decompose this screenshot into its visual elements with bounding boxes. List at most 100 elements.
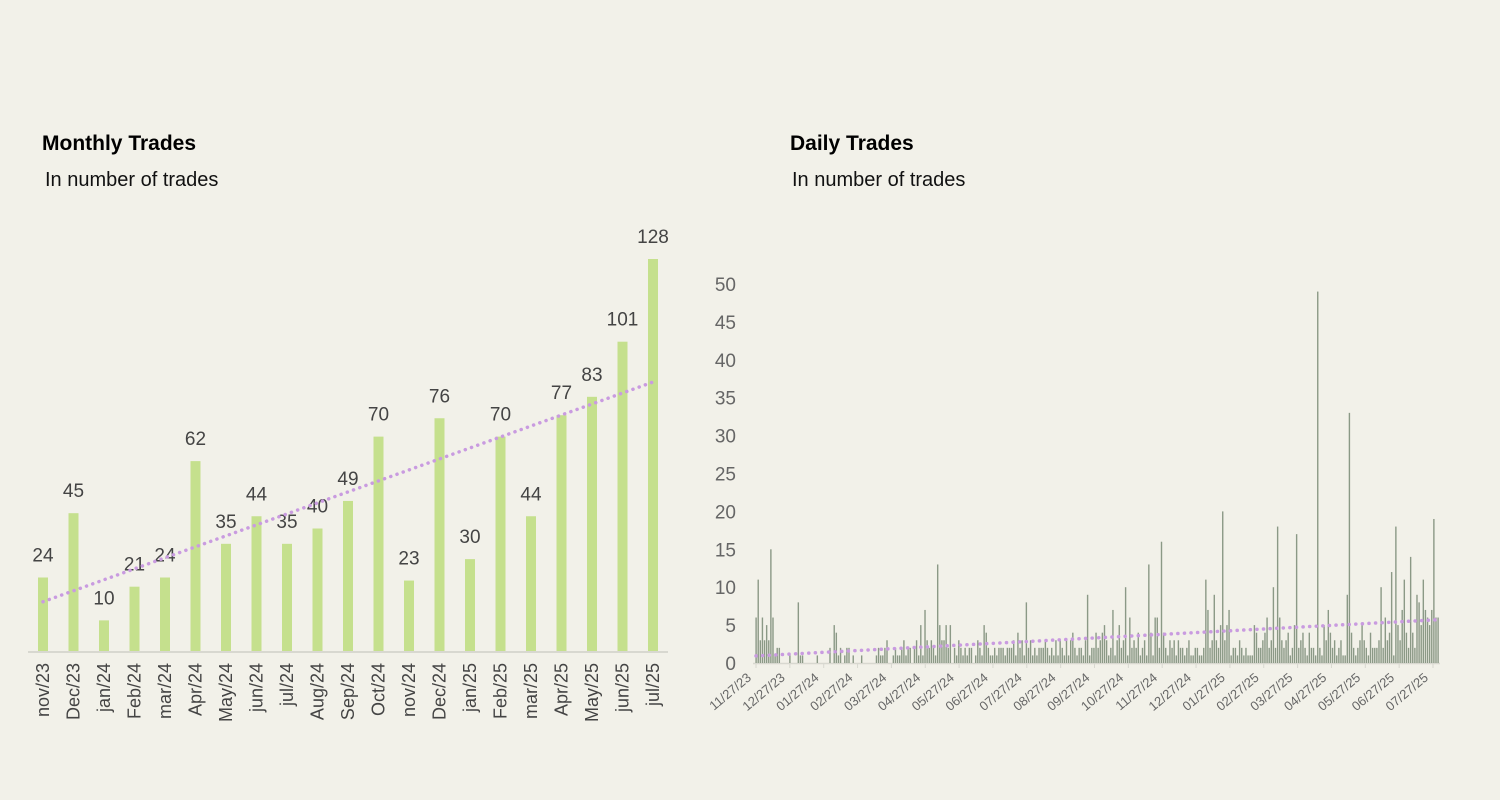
daily-bar: [1300, 640, 1302, 663]
monthly-chart-subtitle: In number of trades: [45, 169, 219, 191]
daily-bar: [1264, 632, 1266, 663]
daily-bar: [901, 647, 903, 663]
daily-bar: [1226, 625, 1228, 663]
daily-bar: [934, 655, 937, 663]
monthly-category-label: jan/25: [460, 663, 480, 713]
daily-bar: [907, 647, 909, 663]
daily-bar: [835, 632, 838, 663]
monthly-category-label: Apr/24: [186, 663, 206, 716]
daily-bar: [953, 647, 956, 663]
daily-bar: [1395, 526, 1397, 663]
daily-bar: [1407, 647, 1410, 663]
daily-bar: [1175, 655, 1177, 663]
daily-bar: [1093, 647, 1095, 663]
daily-bar: [1317, 291, 1319, 663]
daily-y-tick-label: 50: [715, 275, 736, 296]
daily-bar: [1055, 640, 1057, 663]
monthly-bar: [251, 516, 262, 651]
daily-bar: [1295, 534, 1298, 663]
daily-bar: [1143, 640, 1146, 663]
monthly-value-label: 49: [337, 469, 358, 490]
daily-bar: [1222, 511, 1224, 663]
monthly-bar: [648, 259, 658, 651]
daily-bar: [905, 655, 907, 663]
daily-bar: [1359, 640, 1361, 663]
monthly-category-label: Apr/25: [552, 663, 572, 716]
daily-bar: [789, 655, 791, 663]
daily-bar: [1382, 647, 1384, 663]
daily-bar: [1266, 617, 1268, 663]
daily-bar: [1108, 655, 1110, 663]
monthly-category-label: nov/24: [399, 663, 419, 717]
daily-bar: [1061, 647, 1063, 663]
monthly-bar: [465, 559, 475, 651]
daily-bar: [987, 647, 990, 663]
daily-bar: [1371, 647, 1374, 663]
daily-bar: [1067, 655, 1070, 663]
daily-bar: [1186, 647, 1188, 663]
monthly-category-label: Dec/23: [64, 663, 84, 720]
daily-bar: [1051, 647, 1053, 663]
daily-bar: [1255, 632, 1258, 663]
daily-bar: [1154, 617, 1156, 663]
daily-bar: [1234, 647, 1237, 663]
daily-bar: [1179, 647, 1182, 663]
daily-y-tick-label: 45: [715, 313, 736, 334]
daily-bar: [1040, 647, 1042, 663]
daily-bar: [1074, 647, 1076, 663]
monthly-bar: [282, 543, 292, 651]
daily-bar: [1283, 647, 1285, 663]
daily-bar: [1251, 655, 1253, 663]
daily-bar: [1059, 640, 1061, 663]
daily-chart-subtitle: In number of trades: [792, 169, 966, 191]
daily-bar: [1080, 647, 1082, 663]
daily-bar: [1281, 640, 1283, 663]
daily-bar: [1287, 632, 1289, 663]
monthly-bar: [404, 580, 414, 651]
daily-bar: [1245, 647, 1247, 663]
daily-bar: [1399, 640, 1401, 663]
daily-bar: [848, 647, 850, 663]
monthly-value-label: 70: [490, 405, 511, 426]
daily-bar: [1000, 647, 1002, 663]
daily-bar: [1101, 632, 1104, 663]
daily-y-tick-label: 20: [715, 502, 736, 523]
daily-bar: [1048, 655, 1051, 663]
daily-bar: [1089, 655, 1091, 663]
daily-bar: [768, 640, 770, 663]
daily-bar: [1078, 647, 1080, 663]
daily-bar: [1105, 640, 1108, 663]
daily-bar: [1188, 640, 1190, 663]
daily-y-tick-label: 10: [715, 578, 736, 599]
daily-bar: [1384, 617, 1387, 663]
monthly-category-label: jul/24: [277, 663, 297, 707]
daily-bar: [1133, 640, 1135, 663]
daily-bar: [1321, 655, 1323, 663]
daily-bar: [1146, 655, 1148, 663]
daily-bar: [778, 647, 781, 663]
daily-bar: [1110, 647, 1112, 663]
daily-bar: [1378, 640, 1380, 663]
monthly-value-label: 10: [93, 588, 114, 609]
monthly-value-label: 101: [607, 310, 639, 331]
monthly-bar: [343, 500, 353, 651]
daily-bar: [898, 655, 901, 663]
daily-bar: [979, 647, 981, 663]
daily-bar: [1213, 594, 1215, 663]
monthly-bar: [312, 528, 323, 651]
daily-bar: [1238, 640, 1241, 663]
daily-bar: [1272, 587, 1275, 663]
daily-bar: [1095, 632, 1097, 663]
daily-bar: [1310, 647, 1313, 663]
daily-bar: [1046, 647, 1049, 663]
daily-bar: [1065, 640, 1068, 663]
daily-bar: [1027, 647, 1030, 663]
daily-bar: [1279, 617, 1281, 663]
daily-bar: [1236, 655, 1239, 663]
daily-bar: [1025, 602, 1028, 663]
daily-bar: [1302, 632, 1304, 663]
daily-bar: [1367, 655, 1370, 663]
daily-bar: [1200, 655, 1203, 663]
daily-y-tick-label: 0: [725, 654, 736, 675]
